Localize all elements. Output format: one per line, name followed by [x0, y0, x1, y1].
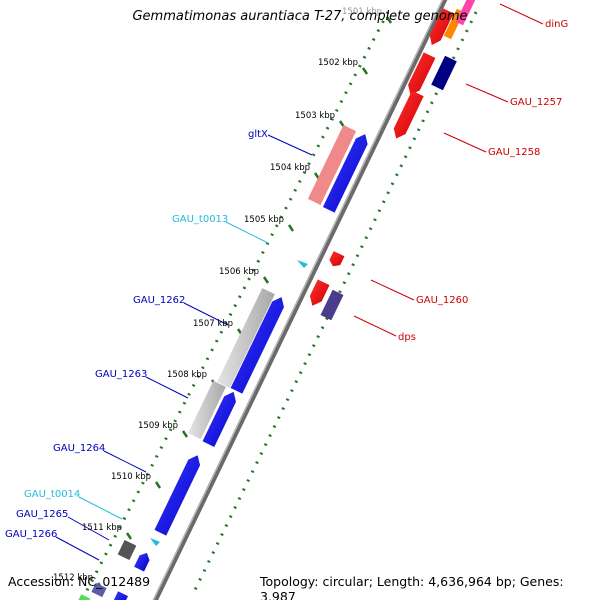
tick-mark: [181, 430, 189, 438]
tick-mark: [361, 67, 369, 75]
leader-line: [267, 134, 313, 156]
gene-label-dps: dps: [398, 332, 416, 343]
gene-label-gau-1264: GAU_1264: [53, 443, 105, 454]
genome-backbone: [152, 0, 448, 600]
feature-dinG-pink: [455, 0, 476, 26]
tick-mark: [125, 532, 133, 540]
feature-dps: [320, 289, 344, 321]
gene-label-gau-1263: GAU_1263: [95, 369, 147, 380]
leader-line: [465, 83, 509, 103]
feature-gau-1265: [134, 552, 150, 572]
leader-line: [370, 279, 415, 301]
tick-mark: [287, 224, 295, 232]
gene-label-gau-t0014: GAU_t0014: [24, 489, 80, 500]
gene-label-gau-1260: GAU_1260: [416, 295, 468, 306]
tick-label: 1507 kbp: [193, 319, 233, 329]
gene-label-gau-1266: GAU_1266: [5, 529, 57, 540]
leader-line: [225, 221, 269, 244]
leader-line: [67, 516, 110, 541]
tick-mark: [385, 16, 393, 24]
leader-line: [78, 496, 123, 520]
tick-label: 1506 kbp: [219, 267, 259, 277]
feature-gau-1257: [431, 55, 457, 91]
tick-label: 1501 kbp: [342, 7, 382, 17]
tick-label: 1512 kbp: [53, 573, 93, 583]
feature-gau-1262: [230, 297, 284, 394]
gene-label-gau-t0013: GAU_t0013: [172, 214, 228, 225]
leader-line: [145, 376, 189, 399]
feature-gau-1256: [408, 52, 436, 95]
gene-label-ding: dinG: [545, 19, 568, 30]
feature-gltX-shade: [307, 125, 357, 205]
feature-gau-1263: [202, 391, 236, 447]
tick-label: 1502 kbp: [318, 58, 358, 68]
leader-line: [499, 3, 544, 25]
genome-summary-text: Topology: circular; Length: 4,636,964 bp…: [260, 574, 564, 600]
leader-line: [183, 302, 229, 326]
feature-gau-t0014: [150, 538, 160, 546]
gene-label-gltx: gltX: [248, 129, 268, 140]
gene-label-gau-1258: GAU_1258: [488, 147, 540, 158]
feature-dinG: [429, 8, 454, 46]
tick-label: 1504 kbp: [270, 163, 310, 173]
tick-label: 1511 kbp: [82, 523, 122, 533]
inner-dotted-ring: [80, 11, 390, 600]
accession-text: Accession: NC_012489: [8, 574, 151, 589]
gene-label-gau-1262: GAU_1262: [133, 295, 185, 306]
feature-gau-1266-shade: [91, 582, 107, 598]
feature-gltX: [322, 134, 368, 213]
feature-gau-1266: [113, 591, 128, 600]
leader-line: [443, 132, 487, 153]
tick-mark: [262, 276, 270, 284]
leader-line: [55, 536, 100, 561]
tick-mark: [154, 481, 162, 489]
feature-green-mark: [78, 594, 91, 600]
feature-gau-1262-shade: [217, 288, 275, 388]
map-title: Gemmatimonas aurantiaca T-27, complete g…: [132, 9, 468, 24]
gene-label-gau-1265: GAU_1265: [16, 509, 68, 520]
leader-line: [353, 315, 397, 337]
tick-label: 1503 kbp: [295, 111, 335, 121]
feature-gau-1265-shade: [117, 539, 137, 561]
leader-line: [103, 450, 147, 473]
tick-label: 1510 kbp: [111, 472, 151, 482]
feature-gau-t0013: [297, 260, 308, 268]
tick-label: 1505 kbp: [244, 215, 284, 225]
feature-gau-1263-shade: [188, 380, 226, 440]
tick-label: 1509 kbp: [138, 421, 178, 431]
feature-gau-1258: [393, 90, 424, 139]
gene-label-gau-1257: GAU_1257: [510, 97, 562, 108]
genome-backbone-highlight: [152, 0, 444, 600]
feature-gau-1259: [329, 251, 345, 267]
feature-gau-1264: [154, 455, 201, 536]
feature-gau-1260: [309, 279, 330, 306]
tick-label: 1508 kbp: [167, 370, 207, 380]
